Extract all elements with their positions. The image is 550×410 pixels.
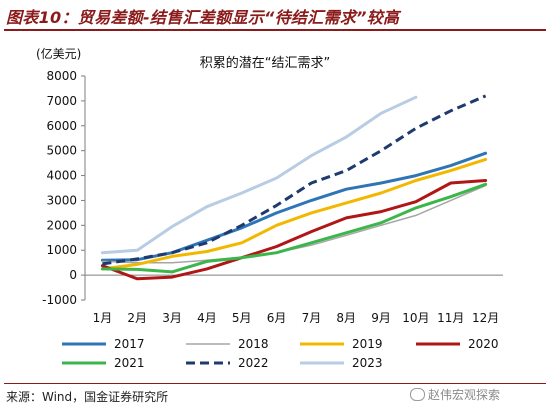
x-tick-label: 9月	[371, 311, 391, 325]
series-line-2023	[100, 95, 418, 255]
y-tick-label: 8000	[46, 69, 77, 83]
x-tick-label: 6月	[267, 311, 287, 325]
x-tick-label: 5月	[232, 311, 252, 325]
x-tick-label: 7月	[302, 311, 322, 325]
figure-title: 图表10：贸易差额-结售汇差额显示“待结汇需求”较高	[6, 8, 400, 27]
legend-label-2020: 2020	[468, 337, 499, 351]
y-tick-label: 3000	[46, 193, 77, 207]
x-tick-label: 12月	[472, 311, 499, 325]
y-tick-label: 6000	[46, 119, 77, 133]
legend-label-2019: 2019	[352, 337, 383, 351]
series-line-2022	[102, 94, 487, 266]
series-line-2018	[101, 184, 487, 264]
x-tick-label: 2月	[127, 311, 147, 325]
y-tick-label: 7000	[46, 94, 77, 108]
watermark: 赵伟宏观探索	[410, 386, 500, 403]
legend-label-2022: 2022	[238, 356, 269, 370]
y-tick-label: 4000	[46, 169, 77, 183]
y-tick-label: 1000	[46, 243, 77, 257]
watermark-text: 赵伟宏观探索	[428, 388, 501, 402]
y-unit-label: (亿美元)	[36, 46, 81, 61]
legend-label-2017: 2017	[114, 337, 145, 351]
legend-label-2018: 2018	[238, 337, 269, 351]
series-line-2019	[100, 157, 488, 271]
chart-title: 积累的潜在“结汇需求”	[200, 55, 330, 71]
x-tick-label: 3月	[162, 311, 182, 325]
series-line-2021	[100, 182, 488, 274]
y-tick-label: 5000	[46, 144, 77, 158]
series-line-2017	[100, 151, 488, 262]
legend-label-2021: 2021	[114, 356, 145, 370]
line-chart: 积累的潜在“结汇需求” (亿美元) -1000 0 1000 2000 3000 4000…	[36, 46, 503, 370]
x-tick-label: 4月	[197, 311, 217, 325]
x-tick-label: 8月	[336, 311, 356, 325]
y-tick-label: 2000	[46, 218, 77, 232]
y-tick-label: -1000	[42, 293, 77, 307]
source-divider	[4, 383, 546, 384]
y-tick-label: 0	[69, 268, 77, 282]
x-tick-label: 1月	[93, 311, 113, 325]
x-tick-label: 11月	[437, 311, 464, 325]
source-note: 来源：Wind，国金证券研究所	[6, 390, 169, 404]
legend-label-2023: 2023	[352, 356, 383, 370]
x-tick-label: 10月	[402, 311, 429, 325]
title-divider	[4, 29, 546, 31]
wechat-icon	[410, 388, 425, 401]
series-line-2020	[100, 179, 488, 281]
